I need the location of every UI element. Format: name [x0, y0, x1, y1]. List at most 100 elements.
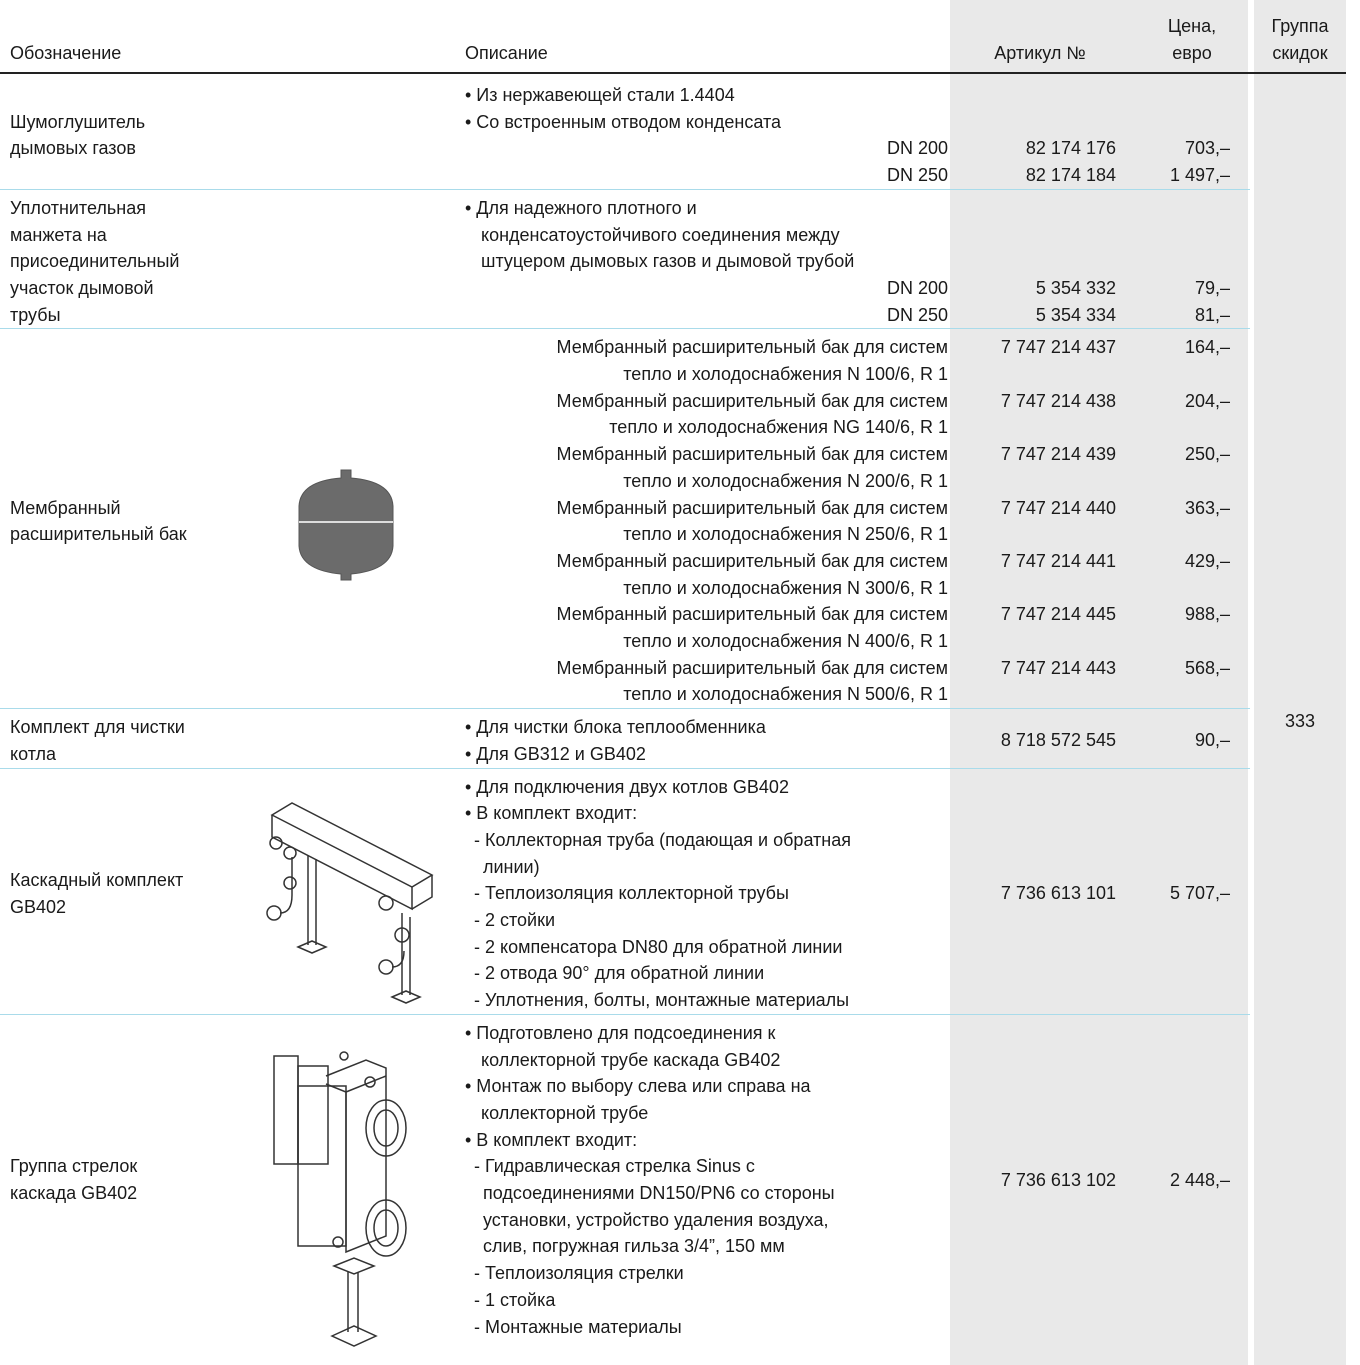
price: 429,–	[1184, 550, 1230, 571]
cascade-image	[266, 802, 434, 1004]
price: 2 448,–	[1169, 1169, 1230, 1190]
article-number: 7 747 214 438	[1000, 390, 1116, 411]
designation: участок дымовой	[10, 277, 154, 298]
item-label: тепло и холодоснабжения N 250/6, R 1	[623, 524, 948, 545]
description-line: - 2 стойки	[474, 910, 556, 930]
description-line: - 2 компенсатора DN80 для обратной линии	[474, 936, 843, 957]
article-number: 7 747 214 439	[1000, 444, 1116, 465]
item-label: тепло и холодоснабжения N 200/6, R 1	[623, 470, 948, 491]
header-rule	[0, 72, 1346, 74]
description-line: • В комплект входит:	[465, 803, 638, 824]
designation: Мембранный	[10, 497, 121, 518]
description-line: штуцером дымовых газов и дымовой трубой	[481, 251, 855, 272]
item-label: DN 200	[886, 277, 948, 298]
description-line: • Со встроенным отводом конденсата	[465, 111, 782, 132]
item-label: тепло и холодоснабжения N 300/6, R 1	[623, 577, 948, 598]
price: 1 497,–	[1169, 165, 1230, 186]
header-group: Группа	[1271, 16, 1329, 37]
article-number: 82 174 176	[1025, 138, 1116, 159]
price: 363,–	[1184, 497, 1230, 518]
designation: расширительный бак	[10, 524, 187, 545]
price: 204,–	[1184, 390, 1230, 411]
item-label: Мембранный расширительный бак для систем	[556, 444, 948, 465]
description-line: установки, устройство удаления воздуха,	[483, 1209, 829, 1230]
price: 568,–	[1184, 657, 1230, 678]
article-number: 8 718 572 545	[1000, 730, 1116, 751]
header-price: евро	[1172, 43, 1212, 63]
designation: Комплект для чистки	[10, 717, 185, 738]
article-number: 7 747 214 445	[1000, 604, 1116, 625]
description-line: - 1 стойка	[474, 1289, 556, 1310]
item-label: тепло и холодоснабжения N 100/6, R 1	[623, 364, 948, 384]
designation: трубы	[10, 304, 61, 325]
price: 79,–	[1194, 277, 1230, 298]
description-line: • Монтаж по выбору слева или справа на	[465, 1076, 811, 1097]
description-line: - Монтажные материалы	[474, 1316, 682, 1337]
item-label: Мембранный расширительный бак для систем	[556, 604, 948, 625]
row-separator	[0, 1013, 1250, 1015]
item-label: DN 200	[886, 138, 948, 159]
header-description: Описание	[465, 43, 548, 63]
description-line: • Для подключения двух котлов GB402	[465, 776, 789, 797]
description-line: • Из нержавеющей стали 1.4404	[465, 85, 735, 105]
description-line: • Подготовлено для подсоединения к	[465, 1022, 776, 1043]
price: 250,–	[1184, 444, 1230, 465]
item-label: Мембранный расширительный бак для систем	[556, 657, 948, 678]
item-label: Мембранный расширительный бак для систем	[556, 390, 948, 411]
description-line: - 2 отвода 90° для обратной линии	[474, 963, 765, 984]
discount-group: 333	[1284, 711, 1316, 732]
description-line: коллекторной трубе	[481, 1102, 649, 1123]
designation: манжета на	[10, 224, 107, 245]
designation: Каскадный комплект	[10, 869, 184, 890]
price: 90,–	[1194, 730, 1230, 751]
description-line: - Гидравлическая стрелка Sinus с	[474, 1156, 755, 1177]
article-number: 82 174 184	[1025, 165, 1116, 186]
designation: присоединительный	[10, 251, 180, 272]
item-label: DN 250	[886, 165, 948, 186]
hydraulic-image	[273, 1051, 407, 1347]
price: 988,–	[1184, 604, 1230, 625]
description-line: • Для надежного плотного и	[465, 197, 697, 218]
article-number: 5 354 334	[1035, 304, 1116, 325]
item-label: Мембранный расширительный бак для систем	[556, 550, 948, 571]
description-line: слив, погружная гильза 3/4”, 150 мм	[483, 1236, 785, 1257]
description-line: • Для GB312 и GB402	[465, 743, 646, 764]
article-number: 7 736 613 101	[1000, 883, 1116, 904]
row-separator	[0, 767, 1250, 769]
designation: Шумоглушитель	[10, 111, 146, 132]
item-label: Мембранный расширительный бак для систем	[556, 337, 948, 358]
item-label: DN 250	[886, 304, 948, 325]
header-article: Артикул №	[994, 43, 1086, 63]
designation: Группа стрелок	[10, 1156, 138, 1177]
item-label: тепло и холодоснабжения N 500/6, R 1	[623, 684, 948, 705]
description-line: - Уплотнения, болты, монтажные материалы	[474, 990, 850, 1011]
row-separator	[0, 188, 1250, 190]
price: 164,–	[1184, 337, 1230, 358]
item-label: тепло и холодоснабжения N 400/6, R 1	[623, 631, 948, 651]
article-number: 7 747 214 443	[1000, 657, 1116, 678]
description-line: подсоединениями DN150/PN6 со стороны	[483, 1183, 835, 1203]
description-line: конденсатоустойчивого соединения между	[481, 224, 840, 245]
grey-column	[950, 0, 1248, 1365]
description-line: • В комплект входит:	[465, 1129, 638, 1150]
tank-image	[298, 469, 394, 581]
description-line: коллекторной трубе каскада GB402	[481, 1049, 781, 1070]
item-label: Мембранный расширительный бак для систем	[556, 497, 948, 518]
designation: каскада GB402	[10, 1183, 138, 1203]
price: 5 707,–	[1169, 883, 1230, 904]
grey-column	[1254, 0, 1346, 1365]
designation: GB402	[10, 896, 67, 917]
row-separator	[0, 708, 1250, 710]
price: 81,–	[1194, 304, 1230, 325]
price: 703,–	[1184, 138, 1230, 159]
description-line: - Коллекторная труба (подающая и обратна…	[474, 829, 851, 850]
article-number: 7 736 613 102	[1000, 1169, 1116, 1190]
row-separator	[0, 328, 1250, 330]
designation: котла	[10, 743, 57, 764]
item-label: тепло и холодоснабжения NG 140/6, R 1	[609, 417, 948, 438]
description-line: - Теплоизоляция коллекторной трубы	[474, 883, 789, 904]
description-line: - Теплоизоляция стрелки	[474, 1263, 684, 1284]
description-line: линии)	[483, 856, 540, 877]
designation: Уплотнительная	[10, 197, 146, 218]
